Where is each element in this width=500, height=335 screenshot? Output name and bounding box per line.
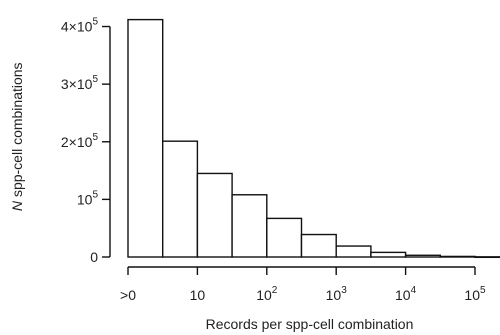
y-tick-label: 4×105 xyxy=(61,17,99,35)
histogram-bar xyxy=(404,254,442,258)
x-tick-label: 105 xyxy=(464,285,486,303)
y-tick-label: 3×105 xyxy=(61,74,99,92)
y-axis-title-rest: spp-cell combinations xyxy=(9,62,25,201)
y-axis-title: N spp-cell combinations xyxy=(9,62,25,211)
x-tick-label: 10 xyxy=(190,287,206,303)
x-axis-title: Records per spp-cell combination xyxy=(206,316,414,332)
x-axis: >0 10 102 103 104 105 xyxy=(120,266,486,303)
histogram-bar xyxy=(161,140,199,258)
histogram-bar xyxy=(370,251,407,258)
y-tick-label: 105 xyxy=(77,189,99,207)
histogram-bar xyxy=(127,18,164,258)
x-tick-label: 102 xyxy=(256,285,278,303)
histogram-bar xyxy=(474,256,500,259)
y-tick-label: 2×105 xyxy=(61,132,99,150)
y-axis-title-n: N xyxy=(9,200,25,211)
x-tick-label: >0 xyxy=(120,287,136,303)
bars-group xyxy=(127,18,500,259)
x-tick-label: 104 xyxy=(395,285,417,303)
histogram-bar xyxy=(335,245,372,258)
histogram-bar xyxy=(266,217,303,258)
histogram-bar xyxy=(196,172,233,258)
histogram-bar xyxy=(439,255,476,258)
x-tick-label: 103 xyxy=(326,285,348,303)
histogram-bar xyxy=(300,233,337,258)
y-axis: 0 105 2×105 3×105 4×105 xyxy=(61,17,111,265)
histogram-bar xyxy=(231,194,268,258)
y-tick-label: 0 xyxy=(90,249,98,265)
